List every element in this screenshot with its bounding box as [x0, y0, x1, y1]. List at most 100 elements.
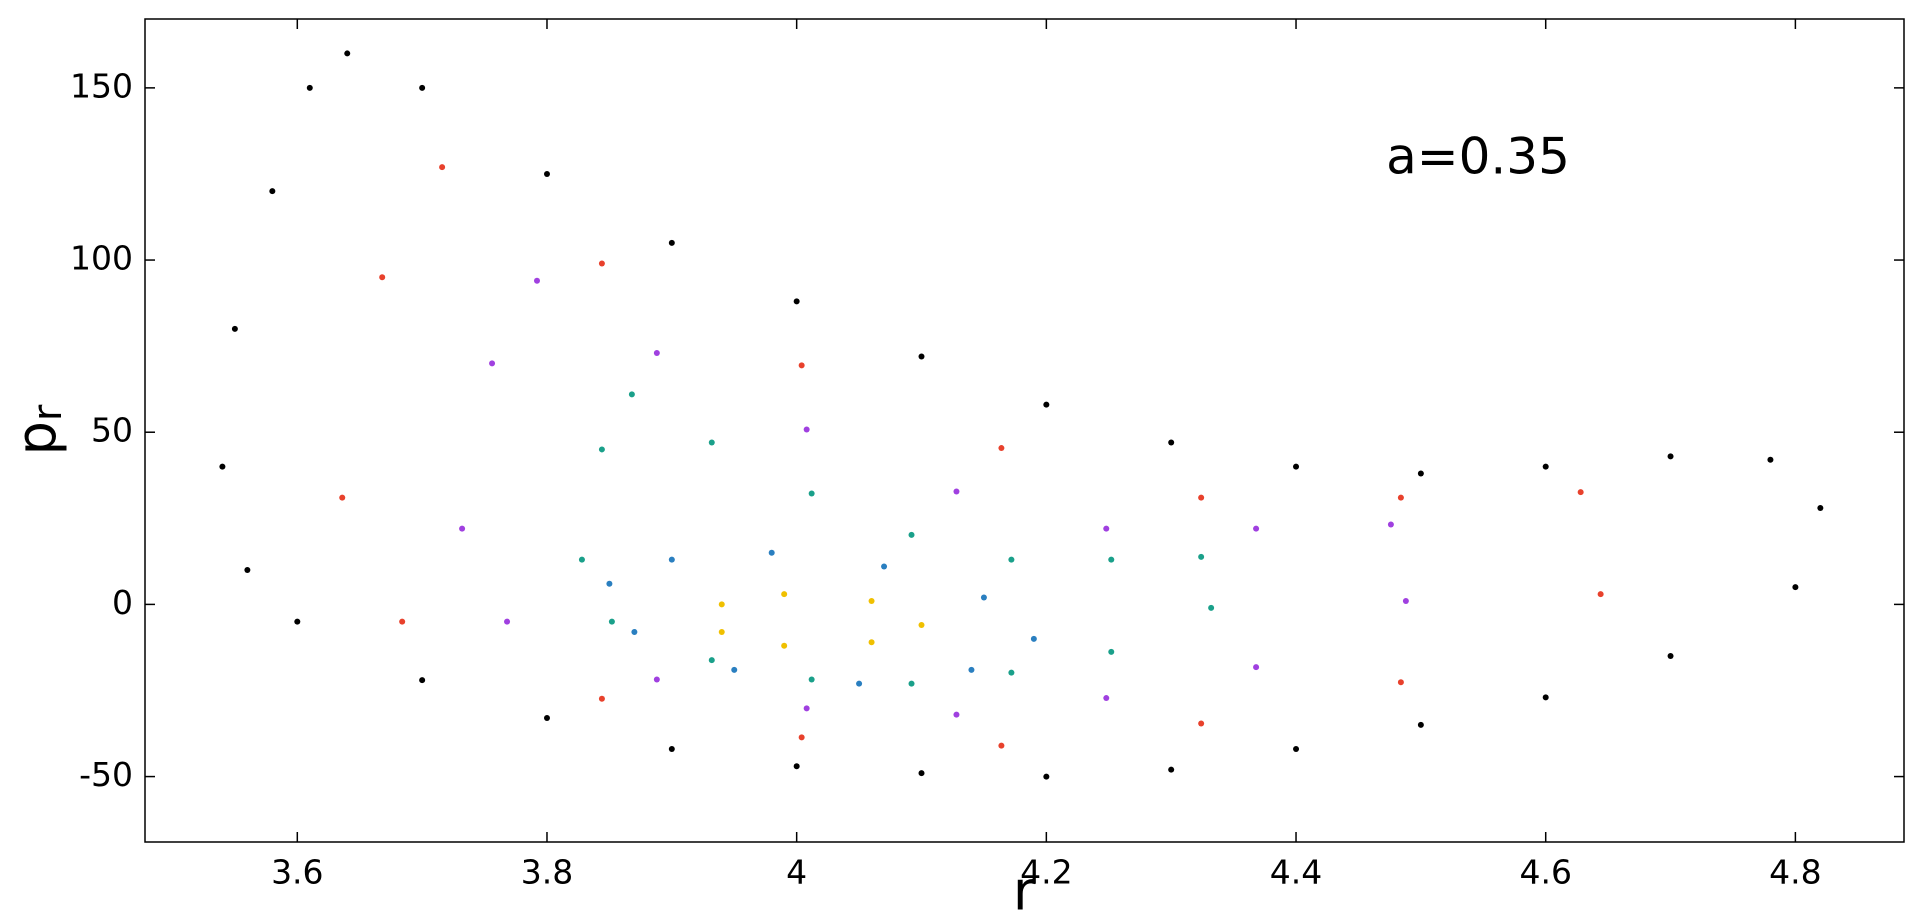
point [231, 325, 238, 332]
point [918, 353, 925, 360]
point [1397, 679, 1404, 686]
point [793, 763, 800, 770]
point [868, 597, 875, 604]
point [781, 591, 788, 598]
point [628, 391, 635, 398]
point [344, 50, 351, 57]
point [808, 676, 815, 683]
plot-frame [144, 18, 1905, 843]
x-axis-label: r [1013, 860, 1036, 922]
point [803, 705, 810, 712]
point [1043, 773, 1050, 780]
point [419, 677, 426, 684]
point [718, 601, 725, 608]
point [439, 164, 446, 171]
point [1577, 489, 1584, 496]
point [708, 657, 715, 664]
point [668, 239, 675, 246]
point [953, 488, 960, 495]
x-tick-label: 4.6 [1519, 853, 1571, 892]
point [998, 445, 1005, 452]
point [718, 628, 725, 635]
point [606, 580, 613, 587]
point [980, 594, 987, 601]
point [1198, 720, 1205, 727]
point [1817, 504, 1824, 511]
point [244, 566, 251, 573]
point [918, 622, 925, 629]
point [578, 556, 585, 563]
point [793, 298, 800, 305]
point [908, 680, 915, 687]
point [953, 711, 960, 718]
point [1293, 746, 1300, 753]
point [798, 362, 805, 369]
point [918, 770, 925, 777]
point [668, 556, 675, 563]
point [543, 170, 550, 177]
point [1103, 695, 1110, 702]
y-axis-label-subscript: r [25, 404, 71, 421]
point [798, 734, 805, 741]
point [808, 490, 815, 497]
point [881, 563, 888, 570]
point [1253, 664, 1260, 671]
point [768, 549, 775, 556]
x-tick-label: 3.8 [521, 853, 573, 892]
point [803, 426, 810, 433]
point [856, 680, 863, 687]
point [1293, 463, 1300, 470]
point [998, 742, 1005, 749]
y-tick-label: -50 [79, 755, 133, 794]
point [399, 618, 406, 625]
point [908, 531, 915, 538]
x-tick-label: 3.6 [271, 853, 323, 892]
point [219, 463, 226, 470]
y-tick-label: 0 [112, 583, 133, 622]
annotation: a=0.35 [1386, 128, 1570, 186]
y-tick-label: 150 [70, 66, 133, 105]
point [489, 360, 496, 367]
point [1008, 669, 1015, 676]
point [1043, 401, 1050, 408]
point [608, 618, 615, 625]
point [1387, 521, 1394, 528]
point [1108, 648, 1115, 655]
point [1103, 525, 1110, 532]
x-tick-label: 4.4 [1270, 853, 1322, 892]
point [868, 639, 875, 646]
point [653, 350, 660, 357]
point [1168, 766, 1175, 773]
point [294, 618, 301, 625]
point [1198, 553, 1205, 560]
point [1402, 597, 1409, 604]
point [1208, 604, 1215, 611]
point [1542, 694, 1549, 701]
point [306, 84, 313, 91]
point [1008, 556, 1015, 563]
point [631, 628, 638, 635]
point [1767, 456, 1774, 463]
point [653, 676, 660, 683]
x-tick-label: 4.8 [1769, 853, 1821, 892]
point [598, 446, 605, 453]
x-tick-label: 4 [786, 853, 807, 892]
point [504, 618, 511, 625]
point [1108, 556, 1115, 563]
point [598, 695, 605, 702]
point [339, 494, 346, 501]
point [543, 715, 550, 722]
y-tick-label: 100 [70, 239, 133, 278]
point [269, 188, 276, 195]
point [1597, 591, 1604, 598]
y-tick-label: 50 [91, 411, 133, 450]
point [459, 525, 466, 532]
point [419, 84, 426, 91]
point [1168, 439, 1175, 446]
point [1542, 463, 1549, 470]
point [379, 274, 386, 281]
point [708, 439, 715, 446]
y-axis-label-base: p [5, 421, 68, 455]
point [1198, 494, 1205, 501]
